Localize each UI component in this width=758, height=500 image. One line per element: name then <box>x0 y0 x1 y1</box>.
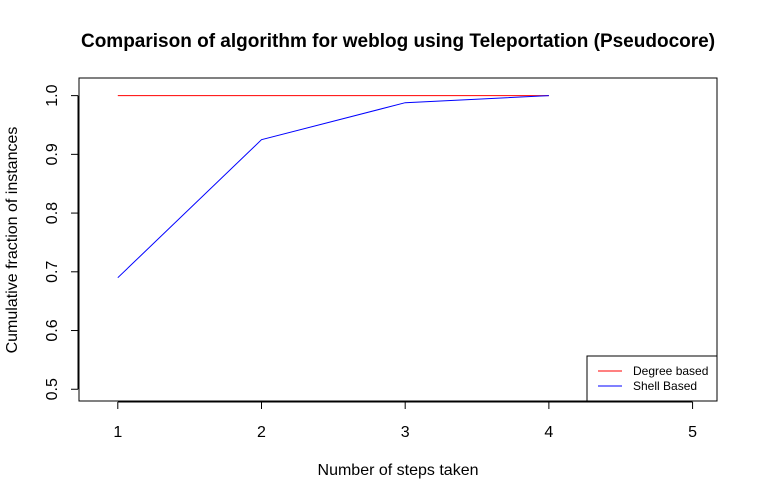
y-tick-label: 0.9 <box>44 143 61 165</box>
y-tick-label: 0.6 <box>44 319 61 341</box>
x-axis-label: Number of steps taken <box>318 462 479 479</box>
x-tick-label: 1 <box>113 424 122 441</box>
chart-title: Comparison of algorithm for weblog using… <box>81 31 715 52</box>
y-tick-label: 0.8 <box>44 202 61 224</box>
y-tick-label: 0.7 <box>44 261 61 283</box>
y-axis-label: Cumulative fraction of instances <box>4 127 21 354</box>
y-axis: 0.5 0.6 0.7 0.8 0.9 1.0 <box>44 84 79 400</box>
legend-box <box>586 355 718 402</box>
x-tick-label: 4 <box>544 424 553 441</box>
x-tick-label: 5 <box>688 424 697 441</box>
series-layer <box>117 95 549 279</box>
x-tick-label: 2 <box>257 424 266 441</box>
x-tick-label: 3 <box>401 424 410 441</box>
x-axis: 1 2 3 4 5 <box>113 401 697 441</box>
y-tick-label: 0.5 <box>44 378 61 400</box>
legend-label: Degree based <box>633 364 708 378</box>
legend-label: Shell Based <box>633 379 697 393</box>
series-line-1 <box>117 95 549 279</box>
y-tick-label: 1.0 <box>44 84 61 106</box>
plot-frame <box>78 77 718 402</box>
